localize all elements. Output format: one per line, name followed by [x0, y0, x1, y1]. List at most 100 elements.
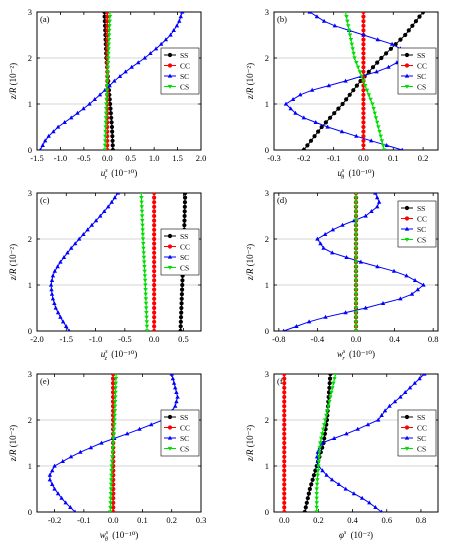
marker-cs-24 — [348, 38, 354, 42]
marker-sc-29 — [178, 14, 183, 19]
marker-ss-26 — [182, 209, 187, 214]
marker-sc-legend — [167, 73, 173, 78]
x-axis-label: φs (10⁻²) — [339, 530, 373, 540]
marker-sc-16 — [344, 255, 349, 259]
marker-sc-24 — [375, 37, 380, 42]
x-tick-label: -0.4 — [311, 334, 325, 344]
marker-cs-3 — [314, 496, 319, 501]
marker-ss-legend — [167, 233, 173, 239]
plot-frame — [273, 373, 439, 513]
marker-sc-4 — [55, 310, 61, 315]
panel-label: (c) — [40, 195, 50, 205]
marker-sc-17 — [374, 69, 379, 74]
y-tick-label: 3 — [265, 369, 269, 379]
y-tick-label: 2 — [265, 415, 269, 425]
legend-label-sc: SC — [417, 434, 426, 443]
marker-ss-0 — [301, 147, 306, 150]
y-axis-label-main: z/R — [8, 447, 18, 462]
x-axis-label-unit: (10⁻¹⁰) — [346, 168, 374, 178]
marker-cc-22 — [152, 227, 157, 232]
marker-cs-14 — [104, 84, 110, 88]
x-axis-label-main: u — [337, 168, 342, 178]
marker-cs-29 — [332, 377, 337, 381]
marker-cc-legend — [167, 425, 173, 430]
marker-sc-21 — [81, 232, 86, 236]
marker-cs-16 — [141, 255, 147, 260]
marker-sc-17 — [65, 250, 70, 255]
marker-sc-28 — [109, 199, 114, 204]
marker-cc-23 — [282, 404, 287, 409]
marker-sc-1 — [373, 505, 378, 509]
marker-cs-15 — [361, 79, 366, 84]
marker-cs-4 — [144, 311, 149, 315]
marker-cc-14 — [152, 264, 157, 269]
marker-cs-7 — [353, 297, 359, 302]
marker-sc-30 — [115, 193, 121, 195]
marker-cs-6 — [103, 120, 108, 125]
x-axis-label-sup: s — [105, 349, 108, 355]
marker-cs-23 — [353, 223, 359, 228]
marker-cs-0 — [102, 148, 108, 150]
marker-sc-13 — [78, 449, 83, 454]
marker-cs-18 — [321, 427, 326, 432]
marker-cs-8 — [315, 473, 320, 478]
marker-cs-24 — [353, 219, 359, 223]
marker-cs-19 — [105, 61, 111, 65]
marker-cc-1 — [152, 324, 157, 329]
marker-cs-18 — [111, 427, 117, 432]
marker-cs-26 — [346, 28, 352, 33]
y-tick-label: 2 — [265, 53, 269, 63]
x-tick-label: -0.2 — [48, 515, 61, 525]
marker-cs-13 — [364, 88, 370, 93]
marker-cs-27 — [346, 24, 351, 29]
marker-sc-legend — [167, 254, 173, 259]
marker-cc-9 — [282, 468, 287, 473]
marker-sc-7 — [69, 115, 74, 120]
marker-cs-5 — [144, 306, 149, 311]
x-tick-label: -1.0 — [54, 153, 67, 163]
marker-sc-30 — [373, 193, 378, 195]
marker-cc-legend — [167, 63, 173, 68]
panel-c: -2.0 -1.5 -1.0 -0.5 0.0 0.5 0 1 2 3 (c) z/R (10⁻²) u… — [8, 188, 202, 362]
marker-sc-10 — [48, 282, 54, 287]
marker-sc-21 — [322, 232, 328, 236]
y-tick-label: 3 — [28, 7, 32, 17]
marker-ss-7 — [109, 115, 114, 120]
marker-sc-27 — [106, 204, 111, 209]
x-tick-label: 0.1 — [388, 153, 399, 163]
marker-sc-8 — [49, 291, 55, 296]
x-tick-label: 0.0 — [351, 334, 362, 344]
marker-cc-2 — [361, 138, 366, 143]
marker-ss-26 — [406, 28, 411, 33]
marker-sc-26 — [102, 209, 107, 213]
marker-cs-legend — [404, 84, 410, 89]
marker-sc-29 — [375, 195, 380, 200]
marker-ss-2 — [110, 138, 115, 143]
marker-sc-6 — [50, 482, 55, 486]
marker-sc-22 — [153, 46, 159, 51]
x-tick-label: 0.5 — [125, 153, 136, 163]
marker-cs-5 — [103, 125, 108, 130]
x-axis-label-sup: s — [344, 530, 347, 536]
marker-sc-18 — [386, 64, 391, 69]
marker-cc-4 — [361, 129, 366, 134]
marker-sc-18 — [129, 64, 134, 69]
y-tick-label: 2 — [265, 234, 269, 244]
marker-cc-25 — [282, 394, 287, 400]
marker-ss-11 — [180, 278, 185, 283]
marker-cs-17 — [353, 251, 359, 256]
marker-cs-13 — [142, 269, 147, 274]
marker-cc-21 — [152, 232, 157, 237]
y-axis-label-unit: (10⁻²) — [8, 244, 18, 266]
marker-ss-2 — [308, 138, 314, 143]
marker-sc-5 — [53, 305, 58, 310]
marker-ss-23 — [182, 223, 187, 228]
marker-sc-19 — [318, 241, 323, 246]
marker-cs-27 — [113, 386, 118, 391]
marker-sc-27 — [332, 23, 338, 28]
marker-sc-25 — [361, 32, 366, 37]
y-axis-label: z/R (10⁻²) — [8, 244, 18, 281]
y-axis-label-unit: (10⁻²) — [245, 244, 255, 266]
marker-ss-15 — [358, 78, 363, 84]
marker-cc-7 — [282, 477, 287, 482]
